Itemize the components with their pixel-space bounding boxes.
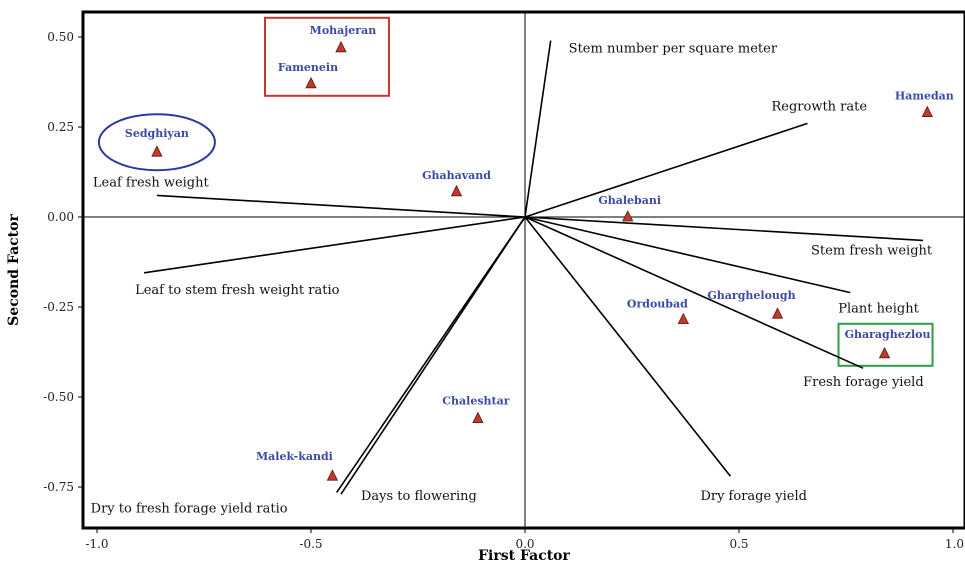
y-axis-title: Second Factor [6, 214, 22, 326]
highlight-rectangle [837, 322, 934, 367]
point-label-famenein: Famenein [278, 61, 338, 74]
point-marker-mohajeran [335, 40, 347, 53]
point-label-hamedan: Hamedan [895, 90, 954, 103]
vector-leaf-fresh-weight [156, 194, 526, 218]
vector-dry-to-fresh-forage-yield-ratio [336, 216, 526, 493]
point-label-malek-kandi: Malek-kandi [256, 450, 333, 463]
point-label-chaleshtar: Chaleshtar [442, 395, 509, 408]
x-tick-label: 1.0 [945, 537, 964, 551]
point-label-ghahavand: Ghahavand [422, 169, 491, 182]
vector-plant-height [524, 216, 851, 294]
vector-label-stem-fresh-weight: Stem fresh weight [811, 243, 933, 258]
x-tick-label: 0.0 [515, 537, 534, 551]
point-label-ordoubad: Ordoubad [627, 298, 688, 311]
y-axis-ticks: 0.50 0.25 0.00 -0.25 -0.50 -0.75 [43, 30, 83, 494]
point-label-gharaghezlou: Gharaghezlou [845, 328, 931, 341]
x-tick-label: 0.5 [729, 537, 748, 551]
highlight-ellipse [97, 113, 216, 172]
y-tick-label: -0.50 [43, 390, 74, 404]
vector-stem-fresh-weight [524, 216, 924, 242]
vector-regrowth-rate [524, 122, 808, 218]
plot-frame [81, 10, 965, 530]
x-tick-label: -1.0 [85, 537, 108, 551]
point-marker-malek-kandi [326, 469, 339, 481]
point-marker-famenein [305, 76, 317, 89]
point-marker-hamedan [921, 105, 933, 117]
point-label-ghalebani: Ghalebani [598, 194, 661, 207]
vector-label-leaf-fresh-weight: Leaf fresh weight [93, 175, 210, 190]
vector-label-stem-number-per-square-meter: Stem number per square meter [569, 42, 778, 57]
y-tick-label: -0.25 [43, 300, 74, 314]
point-label-mohajeran: Mohajeran [310, 24, 377, 37]
vector-fresh-forage-yield [524, 216, 864, 369]
y-tick-label: 0.50 [47, 30, 74, 44]
y-tick-label: 0.25 [47, 120, 74, 134]
point-marker-gharaghezlou [878, 346, 891, 359]
point-marker-gharghelough [771, 307, 784, 319]
y-tick-label: 0.00 [47, 210, 74, 224]
point-marker-ghalebani [622, 210, 634, 222]
point-marker-chaleshtar [472, 411, 484, 424]
vector-dry-forage-yield [524, 216, 732, 477]
vector-label-plant-height: Plant height [838, 302, 919, 317]
point-marker-ghahavand [450, 184, 463, 197]
vector-leaf-to-stem-fresh-weight-ratio [143, 216, 526, 274]
y-tick-label: -0.75 [43, 480, 74, 494]
x-axis-ticks: -1.0 -0.5 0.0 0.5 1.0 [85, 528, 964, 551]
point-label-gharghelough: Gharghelough [707, 289, 795, 302]
vector-label-dry-forage-yield: Dry forage yield [700, 489, 807, 504]
vector-label-leaf-to-stem-fresh-weight-ratio: Leaf to stem fresh weight ratio [135, 283, 340, 298]
point-label-sedghiyan: Sedghiyan [125, 127, 189, 140]
x-tick-label: -0.5 [299, 537, 322, 551]
point-marker-ordoubad [677, 312, 690, 325]
highlight-rectangle [264, 16, 390, 97]
vector-stem-number-per-square-meter [524, 40, 552, 218]
vector-label-fresh-forage-yield: Fresh forage yield [803, 375, 924, 390]
genotype-points: Mohajeran Famenein Sedghiyan Ghahavand Ghale… [125, 24, 954, 481]
highlight-shapes [97, 16, 934, 367]
vector-label-regrowth-rate: Regrowth rate [771, 99, 867, 114]
variable-vectors: Stem number per square meter Regrowth rat… [91, 40, 933, 516]
x-axis-title: First Factor [478, 548, 570, 564]
vector-label-dry-to-fresh-forage-yield-ratio: Dry to fresh forage yield ratio [91, 501, 288, 516]
point-marker-sedghiyan [151, 145, 163, 157]
vector-label-days-to-flowering: Days to flowering [361, 489, 477, 504]
